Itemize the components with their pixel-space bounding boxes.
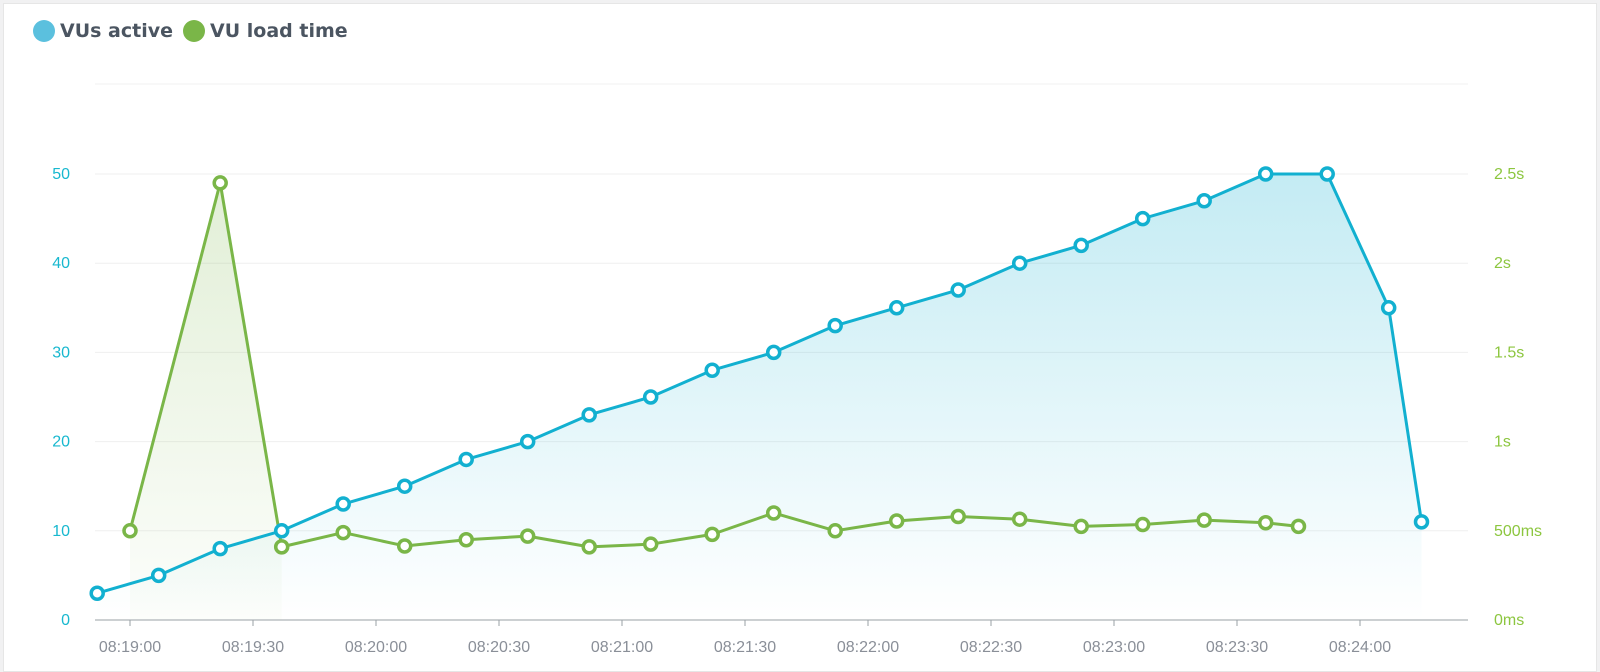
x-tick-label: 08:20:00 xyxy=(345,639,407,656)
vus-active-point xyxy=(150,567,167,584)
vu-load-time-point xyxy=(396,538,413,554)
vu-load-time-area xyxy=(130,182,282,621)
y-right-tick-label: 2s xyxy=(1494,255,1511,272)
vu-load-time-point xyxy=(1073,518,1089,535)
vus-active-point xyxy=(458,451,474,468)
x-tick-label: 08:22:00 xyxy=(837,639,899,656)
vus-active-point xyxy=(273,523,290,539)
vu-load-time-point xyxy=(1196,512,1212,528)
x-tick-label: 08:19:30 xyxy=(222,639,284,656)
vu-load-time-point xyxy=(458,531,474,548)
y-right-tick-label: 2.5s xyxy=(1494,166,1524,183)
x-tick-label: 08:19:00 xyxy=(99,639,161,656)
vus-active-point xyxy=(1134,210,1151,227)
vu-load-time-point xyxy=(642,536,659,552)
vus-active-point xyxy=(827,317,843,334)
vus-active-point xyxy=(1257,166,1274,182)
vu-load-time-point xyxy=(1134,516,1151,533)
vu-load-time-point xyxy=(1257,515,1274,531)
vus-active-point xyxy=(1011,255,1028,271)
vus-active-point xyxy=(1196,193,1212,209)
vu-load-time-point xyxy=(1011,511,1028,527)
y-right-tick-label: 1.5s xyxy=(1494,344,1524,361)
vus-active-point xyxy=(765,344,782,361)
y-right-tick-label: 1s xyxy=(1494,434,1511,451)
vus-active-point xyxy=(1073,237,1089,254)
y-left-tick-label: 40 xyxy=(52,255,70,272)
x-tick-label: 08:22:30 xyxy=(960,639,1022,656)
vus-active-point xyxy=(1380,300,1397,316)
vus-active-point xyxy=(89,585,105,601)
y-left-tick-label: 50 xyxy=(52,166,70,183)
vu-load-time-line xyxy=(128,181,1299,549)
x-tick-label: 08:23:00 xyxy=(1083,639,1145,656)
vus-active-point xyxy=(704,362,720,378)
vus-active-point xyxy=(1319,166,1335,182)
vu-load-time-point xyxy=(581,539,597,555)
legend-swatch-vu-load-time xyxy=(183,20,206,42)
x-tick-label: 08:23:30 xyxy=(1206,639,1268,656)
legend-item-vu-load-time[interactable]: VU load time xyxy=(183,20,348,42)
vu-load-time-point xyxy=(122,523,138,539)
vu-load-time-point xyxy=(519,528,536,544)
y-left-tick-label: 0 xyxy=(61,612,70,629)
y-right-tick-label: 500ms xyxy=(1494,523,1542,540)
vus-active-area xyxy=(97,174,1422,620)
legend-label-vu-load-time: VU load time xyxy=(210,20,348,42)
y-left-tick-label: 10 xyxy=(52,523,70,540)
vu-load-time-point xyxy=(335,524,351,541)
vus-active-point xyxy=(519,433,536,450)
legend-swatch-vus-active xyxy=(33,20,55,42)
vus-active-point xyxy=(335,496,351,512)
vu-load-time-point xyxy=(212,175,228,191)
vu-load-time-point xyxy=(704,526,720,543)
vu-load-time-point xyxy=(950,508,966,525)
x-tick-label: 08:21:00 xyxy=(591,639,653,656)
legend: VUs active VU load time xyxy=(33,20,352,42)
vus-active-point xyxy=(581,407,597,423)
legend-label-vus-active: VUs active xyxy=(60,20,174,42)
y-right-tick-label: 0ms xyxy=(1494,612,1524,629)
vus-active-point xyxy=(642,389,659,405)
x-tick-label: 08:24:00 xyxy=(1329,639,1391,656)
y-left-tick-label: 20 xyxy=(52,434,70,451)
vu-load-time-point xyxy=(888,513,905,529)
vus-active-point xyxy=(396,478,413,494)
vus-active-point xyxy=(212,540,228,557)
vus-active-point xyxy=(950,282,966,298)
vu-load-time-point xyxy=(827,523,843,539)
x-tick-label: 08:20:30 xyxy=(468,639,530,656)
vus-active-point xyxy=(1413,514,1430,530)
x-tick-label: 08:21:30 xyxy=(714,639,776,656)
vu-load-time-point xyxy=(765,505,782,521)
y-left-tick-label: 30 xyxy=(52,344,70,361)
vus-active-point xyxy=(888,300,905,316)
legend-item-vus-active[interactable]: VUs active xyxy=(33,20,173,42)
vu-load-time-point xyxy=(1290,518,1307,535)
vu-load-time-point xyxy=(273,539,290,555)
